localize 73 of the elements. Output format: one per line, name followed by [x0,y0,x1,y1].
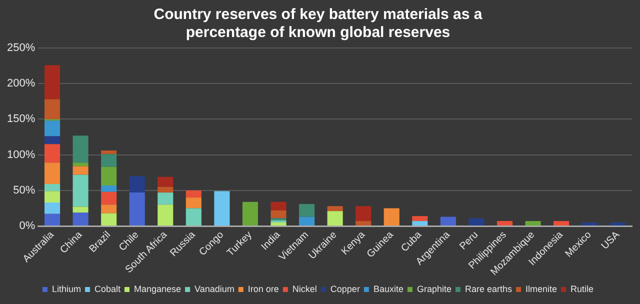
bar [72,174,88,207]
bar [384,208,400,226]
y-tick-label: 250% [6,42,36,54]
bar [412,221,428,226]
y-tick-label: 200% [6,78,36,90]
bar [44,99,60,120]
bar [186,198,202,208]
bar [101,166,117,186]
legend-label: Vanadium [194,284,234,294]
bar [101,154,117,167]
bar [44,65,60,100]
bar [327,206,343,212]
legend-label: Manganese [134,284,182,294]
bar [129,192,145,226]
bar [72,212,88,226]
legend-label: Ilmenite [526,284,558,294]
bar [496,221,513,226]
bar [610,222,626,226]
bar [72,162,88,166]
bar [270,202,286,210]
legend-label: Rare earths [464,284,512,294]
bar [101,213,117,226]
bar [299,204,315,217]
bar [44,136,60,144]
bar [101,192,117,205]
y-tick-label: 100% [6,148,36,161]
legend-label: Copper [330,284,360,294]
chart-title: Country reserves of key battery materials as a percentage of known global reserves [154,6,483,42]
legend-label: Graphite [416,284,452,294]
legend-label: Cobalt [94,284,122,294]
bar [356,206,372,222]
bar [270,222,286,226]
bar [44,120,60,136]
bar [356,221,372,226]
bar [158,192,174,205]
bar [101,150,117,154]
legend-label: Bauxite [373,284,404,294]
bar [72,206,88,212]
bar [270,210,286,218]
bar [158,204,174,226]
legend-label: Lithium [52,284,81,294]
y-tick-label: 150% [6,113,36,126]
bar [44,144,60,163]
bar [440,216,456,226]
legend-label: Rutile [570,284,594,294]
bar [44,191,60,203]
x-tick-label: USA [600,229,622,252]
bar [554,221,570,226]
bar [525,221,541,226]
y-tick-label: 0% [19,220,36,232]
legend-label: Iron ore [248,284,279,294]
bar [468,218,484,226]
bar [186,190,202,198]
bar [72,136,88,163]
bar [582,222,598,226]
bar [158,186,174,193]
y-tick-label: 50% [13,184,36,196]
bar [412,216,428,222]
bar [44,162,60,184]
bar [242,202,258,226]
bar [129,176,145,193]
bar [44,184,60,192]
bar [101,185,117,192]
bar [72,166,88,175]
bar [214,191,230,226]
bar [101,204,117,214]
legend-label: Nickel [292,284,317,294]
bar [158,176,174,187]
bar [44,202,60,214]
bar [299,216,315,226]
bar [186,208,202,226]
bar [327,211,343,226]
bar [44,214,60,226]
